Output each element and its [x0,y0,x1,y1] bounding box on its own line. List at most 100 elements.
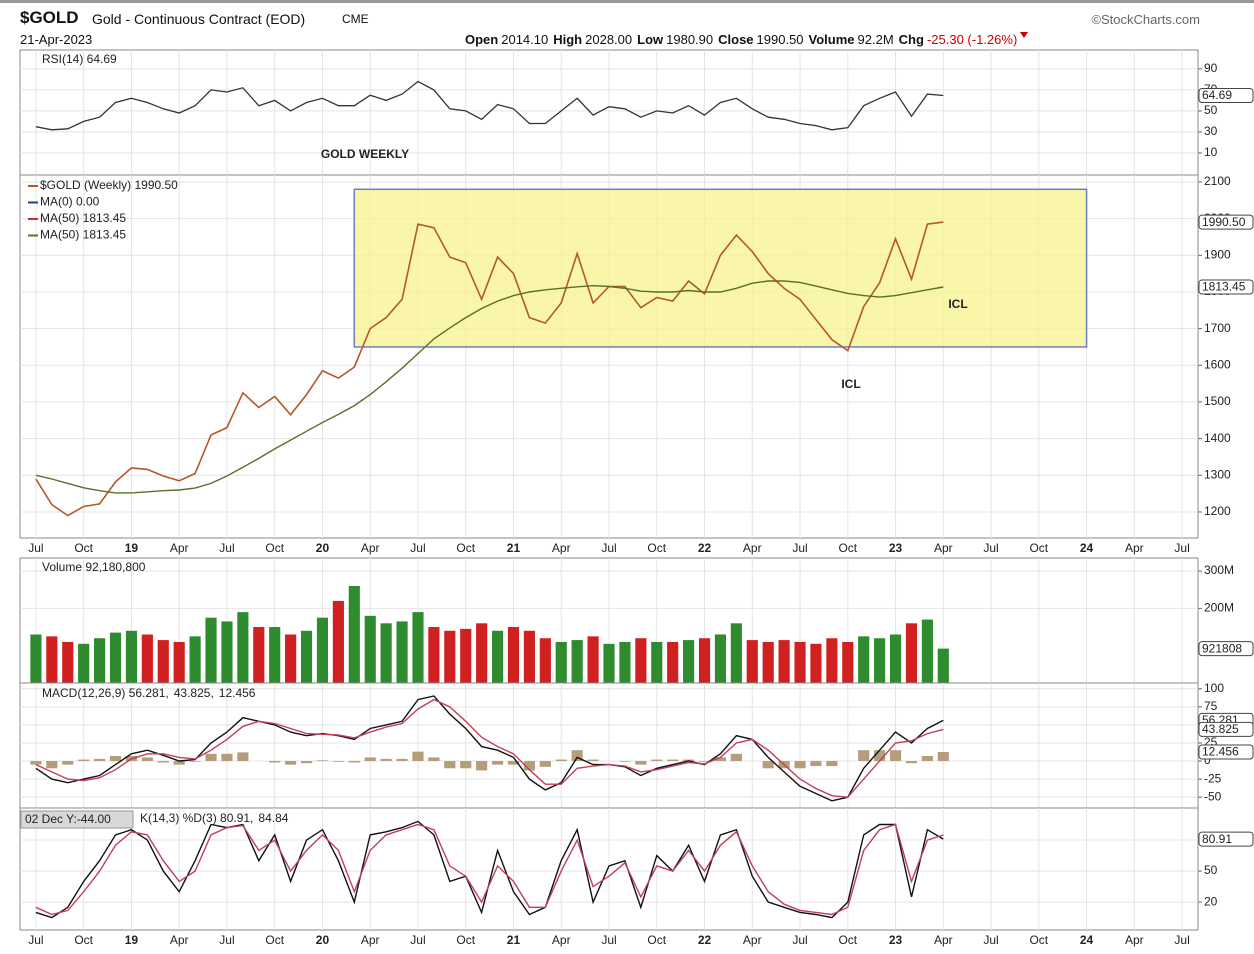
histogram-bar [428,757,440,762]
value-tag-label: 80.91 [1202,832,1232,846]
quote-item: Chg -25.30 (-1.26%) [899,32,1029,47]
volume-bar [778,640,790,683]
legend-label: K(14,3) %D(3) 80.91, [140,811,253,825]
histogram-bar [810,761,822,767]
value-tag-label: 1813.45 [1202,280,1246,294]
x-tick-label: Oct [265,541,284,555]
x-tick-label: Jul [792,541,807,555]
volume-bar [730,623,742,683]
x-tick-label: Oct [838,541,857,555]
y-tick-label: 1400 [1204,431,1231,445]
volume-bar [937,648,949,683]
volume-bar [555,641,567,683]
x-tick-label: 21 [507,933,521,947]
x-tick-label: Jul [792,933,807,947]
symbol: $GOLD [20,8,79,27]
y-tick-label: 20 [1204,894,1218,908]
volume-bar [683,640,695,683]
histogram-bar [476,761,488,771]
x-tick-label: Jul [1174,541,1189,555]
x-tick-label: 24 [1080,541,1094,555]
histogram-bar [396,758,408,762]
volume-bar [173,641,185,683]
value-tag-label: 64.69 [1202,88,1232,102]
histogram-bar [587,759,599,762]
histogram-bar [460,761,472,769]
legend-label: 43.825, [174,686,214,700]
volume-bar [189,636,201,683]
volume-bar [412,612,424,683]
x-tick-label: Apr [361,541,380,555]
x-tick-label: Jul [219,541,234,555]
value-tag [1198,87,1254,103]
volume-bar [316,617,329,683]
value-tag-label: 1990.50 [1202,215,1246,229]
x-tick-label: Oct [74,541,93,555]
cursor-box [20,810,134,829]
x-tick-label: 24 [1080,933,1094,947]
histogram-bar [78,759,90,762]
histogram-bar [364,757,376,762]
histogram-bar [571,750,583,762]
series-line [35,280,944,494]
histogram-bar [62,761,74,765]
volume-bar [348,585,360,683]
quote-value: 1990.50 [756,32,804,47]
legend-label: MACD(12,26,9) 56.281, [42,686,169,700]
series-line [35,221,944,517]
histogram-bar [651,759,663,762]
volume-bar [921,619,933,683]
quote-label: Volume [808,32,855,47]
histogram-bar [937,752,949,762]
date: 21-Apr-2023 [20,32,93,47]
annotation: ICL [948,297,967,311]
volume-bar [651,641,663,683]
volume-bar [221,621,233,683]
volume-bar [826,638,838,683]
histogram-bar [730,753,742,762]
histogram-bar [794,761,806,769]
histogram-bar [921,755,933,762]
volume-bar [507,627,520,683]
x-tick-label: Jul [983,933,998,947]
x-tick-label: 19 [125,933,139,947]
histogram-bar [491,761,504,765]
x-tick-label: 22 [698,933,712,947]
panel-title: RSI(14) 64.69 [42,52,117,66]
volume-bar [444,630,456,683]
top-bar [0,0,1254,3]
cursor-label: 02 Dec Y:-44.00 [25,812,111,826]
volume-bar [285,634,297,683]
x-tick-label: Apr [552,541,571,555]
volume-bar [587,636,599,683]
x-tick-label: Apr [743,541,762,555]
volume-bar [905,623,918,683]
quote-item: Close 1990.50 [718,32,803,47]
quote-item: Open 2014.10 [465,32,548,47]
x-tick-label: Jul [983,541,998,555]
range-box [353,188,1088,348]
x-tick-label: 20 [316,933,330,947]
histogram-bar [157,761,169,763]
x-tick-label: Jul [1174,933,1189,947]
volume-bar [253,627,265,683]
volume-bar [46,636,58,683]
x-tick-label: Jul [601,933,616,947]
volume-bar [78,643,90,683]
y-tick-label: 30 [1204,124,1218,138]
x-tick-label: Apr [1125,933,1144,947]
y-tick-label: 50 [1204,103,1218,117]
volume-bar [794,641,806,683]
x-tick-label: Apr [934,541,953,555]
brand: ©StockCharts.com [1091,12,1200,27]
x-tick-label: Oct [1029,933,1048,947]
volume-bar [842,641,854,683]
x-tick-label: Jul [410,933,425,947]
value-tag [1198,744,1254,760]
x-tick-label: Apr [743,933,762,947]
volume-bar [746,640,758,683]
volume-bar [571,640,583,683]
histogram-bar [874,750,886,762]
y-tick-label: 1500 [1204,394,1231,408]
y-tick-label: 1600 [1204,357,1231,371]
